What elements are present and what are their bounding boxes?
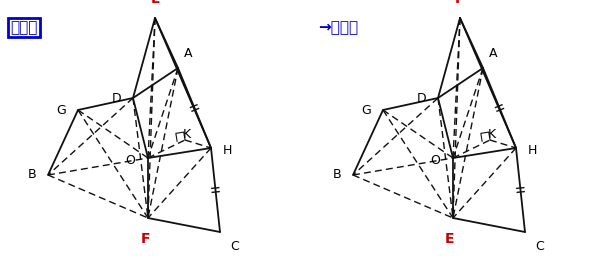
Text: C: C xyxy=(535,240,544,253)
Text: E: E xyxy=(150,0,160,6)
Text: →【正】: →【正】 xyxy=(318,20,358,35)
Text: 【誤】: 【誤】 xyxy=(10,20,37,35)
Text: B: B xyxy=(28,168,36,182)
Text: F: F xyxy=(455,0,465,6)
Text: G: G xyxy=(56,103,66,117)
Text: A: A xyxy=(184,47,193,60)
Text: O: O xyxy=(125,155,135,167)
Text: G: G xyxy=(361,103,371,117)
Text: O: O xyxy=(430,155,440,167)
Text: D: D xyxy=(416,91,426,105)
Text: B: B xyxy=(332,168,341,182)
Text: F: F xyxy=(140,232,150,246)
Text: H: H xyxy=(528,144,538,156)
Text: E: E xyxy=(445,232,455,246)
Text: C: C xyxy=(230,240,239,253)
Text: A: A xyxy=(489,47,497,60)
Text: H: H xyxy=(223,144,232,156)
Text: K: K xyxy=(488,128,496,141)
Text: K: K xyxy=(183,128,191,141)
Text: D: D xyxy=(112,91,121,105)
